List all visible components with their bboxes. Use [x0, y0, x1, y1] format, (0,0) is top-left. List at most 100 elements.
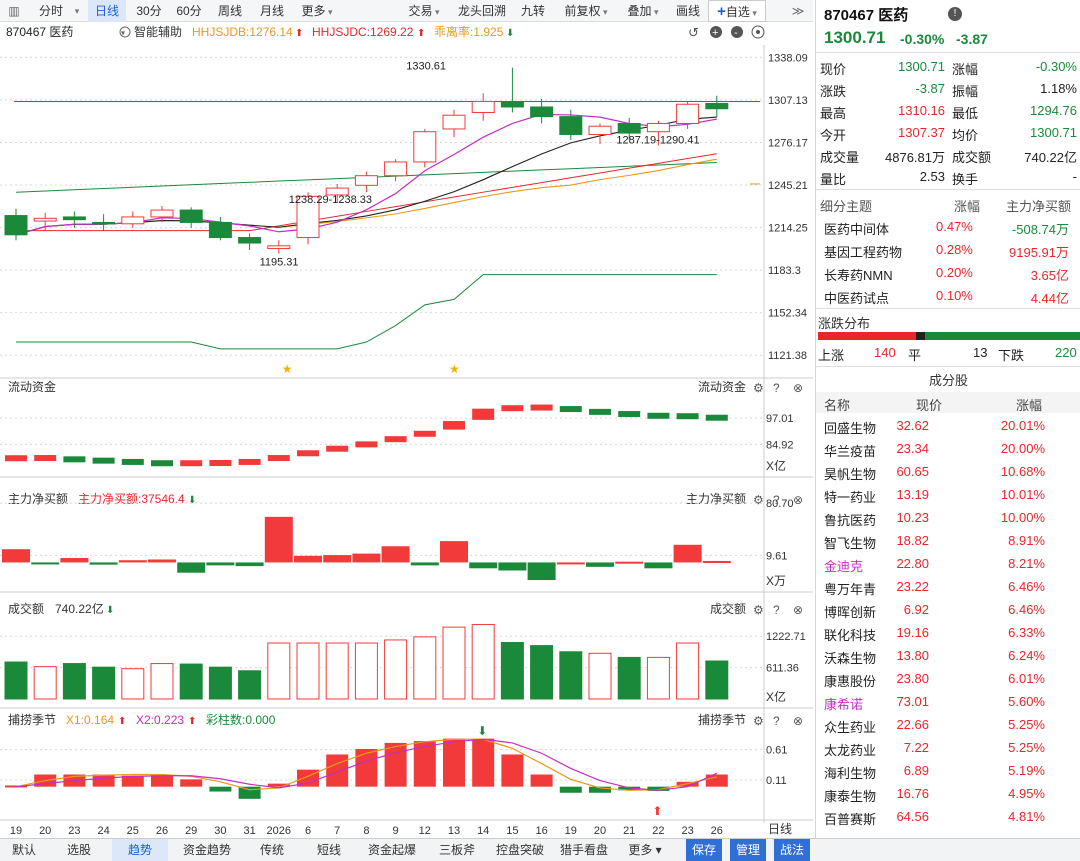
close-icon[interactable]: ⊗ — [793, 493, 803, 507]
more-dropdown[interactable]: 更多 — [294, 0, 340, 22]
overlay-dropdown[interactable]: 叠加 — [620, 0, 666, 22]
bulao-bar — [180, 779, 203, 787]
save-button[interactable]: 保存 — [686, 839, 722, 861]
y-tick-label: 1121.38 — [768, 350, 807, 362]
gear-icon[interactable]: ⚙ — [753, 603, 764, 617]
theme-pct: 0.10% — [936, 288, 973, 303]
component-row[interactable]: 智飞生物 18.82 8.91% — [816, 530, 1080, 551]
tab-rixian[interactable]: 日线 — [88, 0, 126, 22]
component-row[interactable]: 康惠股份 23.80 6.01% — [816, 668, 1080, 689]
info-icon[interactable]: ! — [948, 7, 962, 21]
zoom-out-icon[interactable] — [731, 26, 743, 38]
tab-30min[interactable]: 30分 — [136, 4, 162, 18]
comp-pct: 6.01% — [1008, 671, 1045, 686]
component-row[interactable]: 粤万年青 23.22 6.46% — [816, 576, 1080, 597]
candle-body — [705, 102, 729, 110]
component-row[interactable]: 鲁抗医药 10.23 10.00% — [816, 507, 1080, 528]
strategy-tab-7[interactable]: 三板斧 — [438, 843, 475, 857]
bulao-bar — [472, 738, 495, 787]
net-buy-bar — [440, 541, 468, 563]
comp-header-cell[interactable]: 名称 — [824, 398, 851, 413]
fenshi-dropdown-arrow[interactable]: ▾ — [74, 6, 80, 16]
refresh-icon[interactable]: ↺ — [688, 25, 699, 40]
component-row[interactable]: 康希诺 73.01 5.60% — [816, 691, 1080, 712]
component-row[interactable]: 海利生物 6.89 5.19% — [816, 760, 1080, 781]
strategy-tab-1[interactable]: 选股 — [66, 843, 91, 857]
strategy-tab-3[interactable]: 资金趋势 — [182, 843, 231, 857]
help-icon[interactable]: ? — [773, 714, 780, 728]
strategy-tab-0[interactable]: 默认 — [11, 843, 36, 857]
tab-yuexian[interactable]: 月线 — [259, 4, 284, 18]
bulao-bar — [705, 774, 728, 787]
zoom-in-icon[interactable] — [710, 26, 722, 38]
strategy-tab-6[interactable]: 资金起爆 — [367, 843, 416, 857]
close-icon[interactable]: ⊗ — [793, 714, 803, 728]
kline-chart-svg[interactable]: 870467 医药 ▾ 智能辅助 HHJSJDB:1276.14 ⬆ HHJSJ… — [0, 23, 813, 838]
comp-pct: 6.46% — [1008, 579, 1045, 594]
smart-assist-label[interactable]: 智能辅助 — [134, 24, 182, 39]
theme-row[interactable]: 中医药试点 0.10% 4.44亿 — [816, 285, 1080, 306]
longtou-button[interactable]: 龙头回溯 — [457, 4, 506, 18]
component-row[interactable]: 百普赛斯 64.56 4.81% — [816, 806, 1080, 827]
quote-value: 1300.71 — [1030, 125, 1077, 140]
component-row[interactable]: 回盛生物 32.62 20.01% — [816, 415, 1080, 436]
help-icon[interactable]: ? — [773, 603, 780, 617]
draw-button[interactable]: 画线 — [675, 4, 700, 18]
settings-icon[interactable] — [751, 25, 765, 39]
strategy-button[interactable]: 战法 — [774, 839, 810, 861]
y-tick-label: 1245.21 — [768, 180, 808, 192]
self-select-button[interactable]: +自选 ▾ — [708, 0, 766, 22]
gear-icon[interactable]: ⚙ — [753, 714, 764, 728]
comp-header-cell[interactable]: 现价 — [916, 398, 943, 413]
smart-toggle-icon[interactable] — [119, 26, 131, 38]
trade-dropdown[interactable]: 交易 — [404, 0, 444, 22]
gear-icon[interactable]: ⚙ — [753, 381, 764, 395]
toolbar-menu-icon[interactable]: ▥ — [8, 4, 20, 18]
component-row[interactable]: 金迪克 22.80 8.21% — [816, 553, 1080, 574]
component-row[interactable]: 博晖创新 6.92 6.46% — [816, 599, 1080, 620]
volume-bar — [354, 642, 378, 700]
price-annotation: 1287.19-1290.41 — [616, 135, 699, 147]
strategy-tab-8[interactable]: 控盘突破 — [495, 843, 544, 857]
theme-row[interactable]: 医药中间体 0.47% -508.74万 — [816, 216, 1080, 237]
comp-price: 13.19 — [896, 487, 929, 502]
gear-icon[interactable]: ⚙ — [753, 493, 764, 507]
pane-icons[interactable]: ⚙? ⊗ ⚙? ⊗ ⚙? ⊗ ⚙? ⊗ — [753, 381, 803, 728]
tab-60min[interactable]: 60分 — [176, 4, 202, 18]
component-row[interactable]: 联化科技 19.16 6.33% — [816, 622, 1080, 643]
comp-pct: 10.68% — [1000, 464, 1045, 479]
collapse-icon[interactable]: ≫ — [791, 4, 805, 18]
help-icon[interactable]: ? — [773, 381, 780, 395]
theme-row[interactable]: 长寿药NMN 0.20% 3.65亿 — [816, 262, 1080, 283]
component-row[interactable]: 特一药业 13.19 10.01% — [816, 484, 1080, 505]
component-row[interactable]: 沃森生物 13.80 6.24% — [816, 645, 1080, 666]
close-icon[interactable]: ⊗ — [793, 603, 803, 617]
close-icon[interactable]: ⊗ — [793, 381, 803, 395]
strategy-tab-10[interactable]: 更多 ▾ — [628, 843, 662, 857]
volume-bar — [150, 663, 174, 700]
strategy-tab-4[interactable]: 传统 — [259, 843, 284, 857]
volume-bar — [33, 666, 57, 700]
fuquan-dropdown[interactable]: 前复权 — [558, 0, 614, 22]
help-icon[interactable]: ? — [773, 493, 780, 507]
strategy-tab-9[interactable]: 猎手看盘 — [559, 843, 608, 857]
manage-button[interactable]: 管理 — [730, 839, 766, 861]
strategy-tab-5[interactable]: 短线 — [316, 843, 341, 857]
component-row[interactable]: 众生药业 22.66 5.25% — [816, 714, 1080, 735]
comp-header-cell[interactable]: 涨幅 — [1016, 398, 1043, 413]
price-annotations: 1330.61 1287.19-1290.41 1238.29-1238.33 119… — [260, 61, 700, 376]
y-tick-label: 0.11 — [766, 775, 787, 787]
theme-row[interactable]: 基因工程药物 0.28% 9195.91万 — [816, 239, 1080, 260]
strategy-tab-2[interactable]: 趋势 — [112, 839, 168, 861]
volume-bar — [325, 642, 349, 700]
component-row[interactable]: 太龙药业 7.22 5.25% — [816, 737, 1080, 758]
jiuzhuan-button[interactable]: 九转 — [520, 4, 545, 18]
quote-label: 振幅 — [952, 84, 979, 99]
tab-zhouxian[interactable]: 周线 — [217, 4, 242, 18]
component-row[interactable]: 华兰疫苗 23.34 20.00% — [816, 438, 1080, 459]
comp-price: 10.23 — [896, 510, 929, 525]
tab-fenshi[interactable]: 分时 — [38, 4, 63, 18]
component-row[interactable]: 昊帆生物 60.65 10.68% — [816, 461, 1080, 482]
quote-value: 1294.76 — [1030, 103, 1077, 118]
component-row[interactable]: 康泰生物 16.76 4.95% — [816, 783, 1080, 804]
